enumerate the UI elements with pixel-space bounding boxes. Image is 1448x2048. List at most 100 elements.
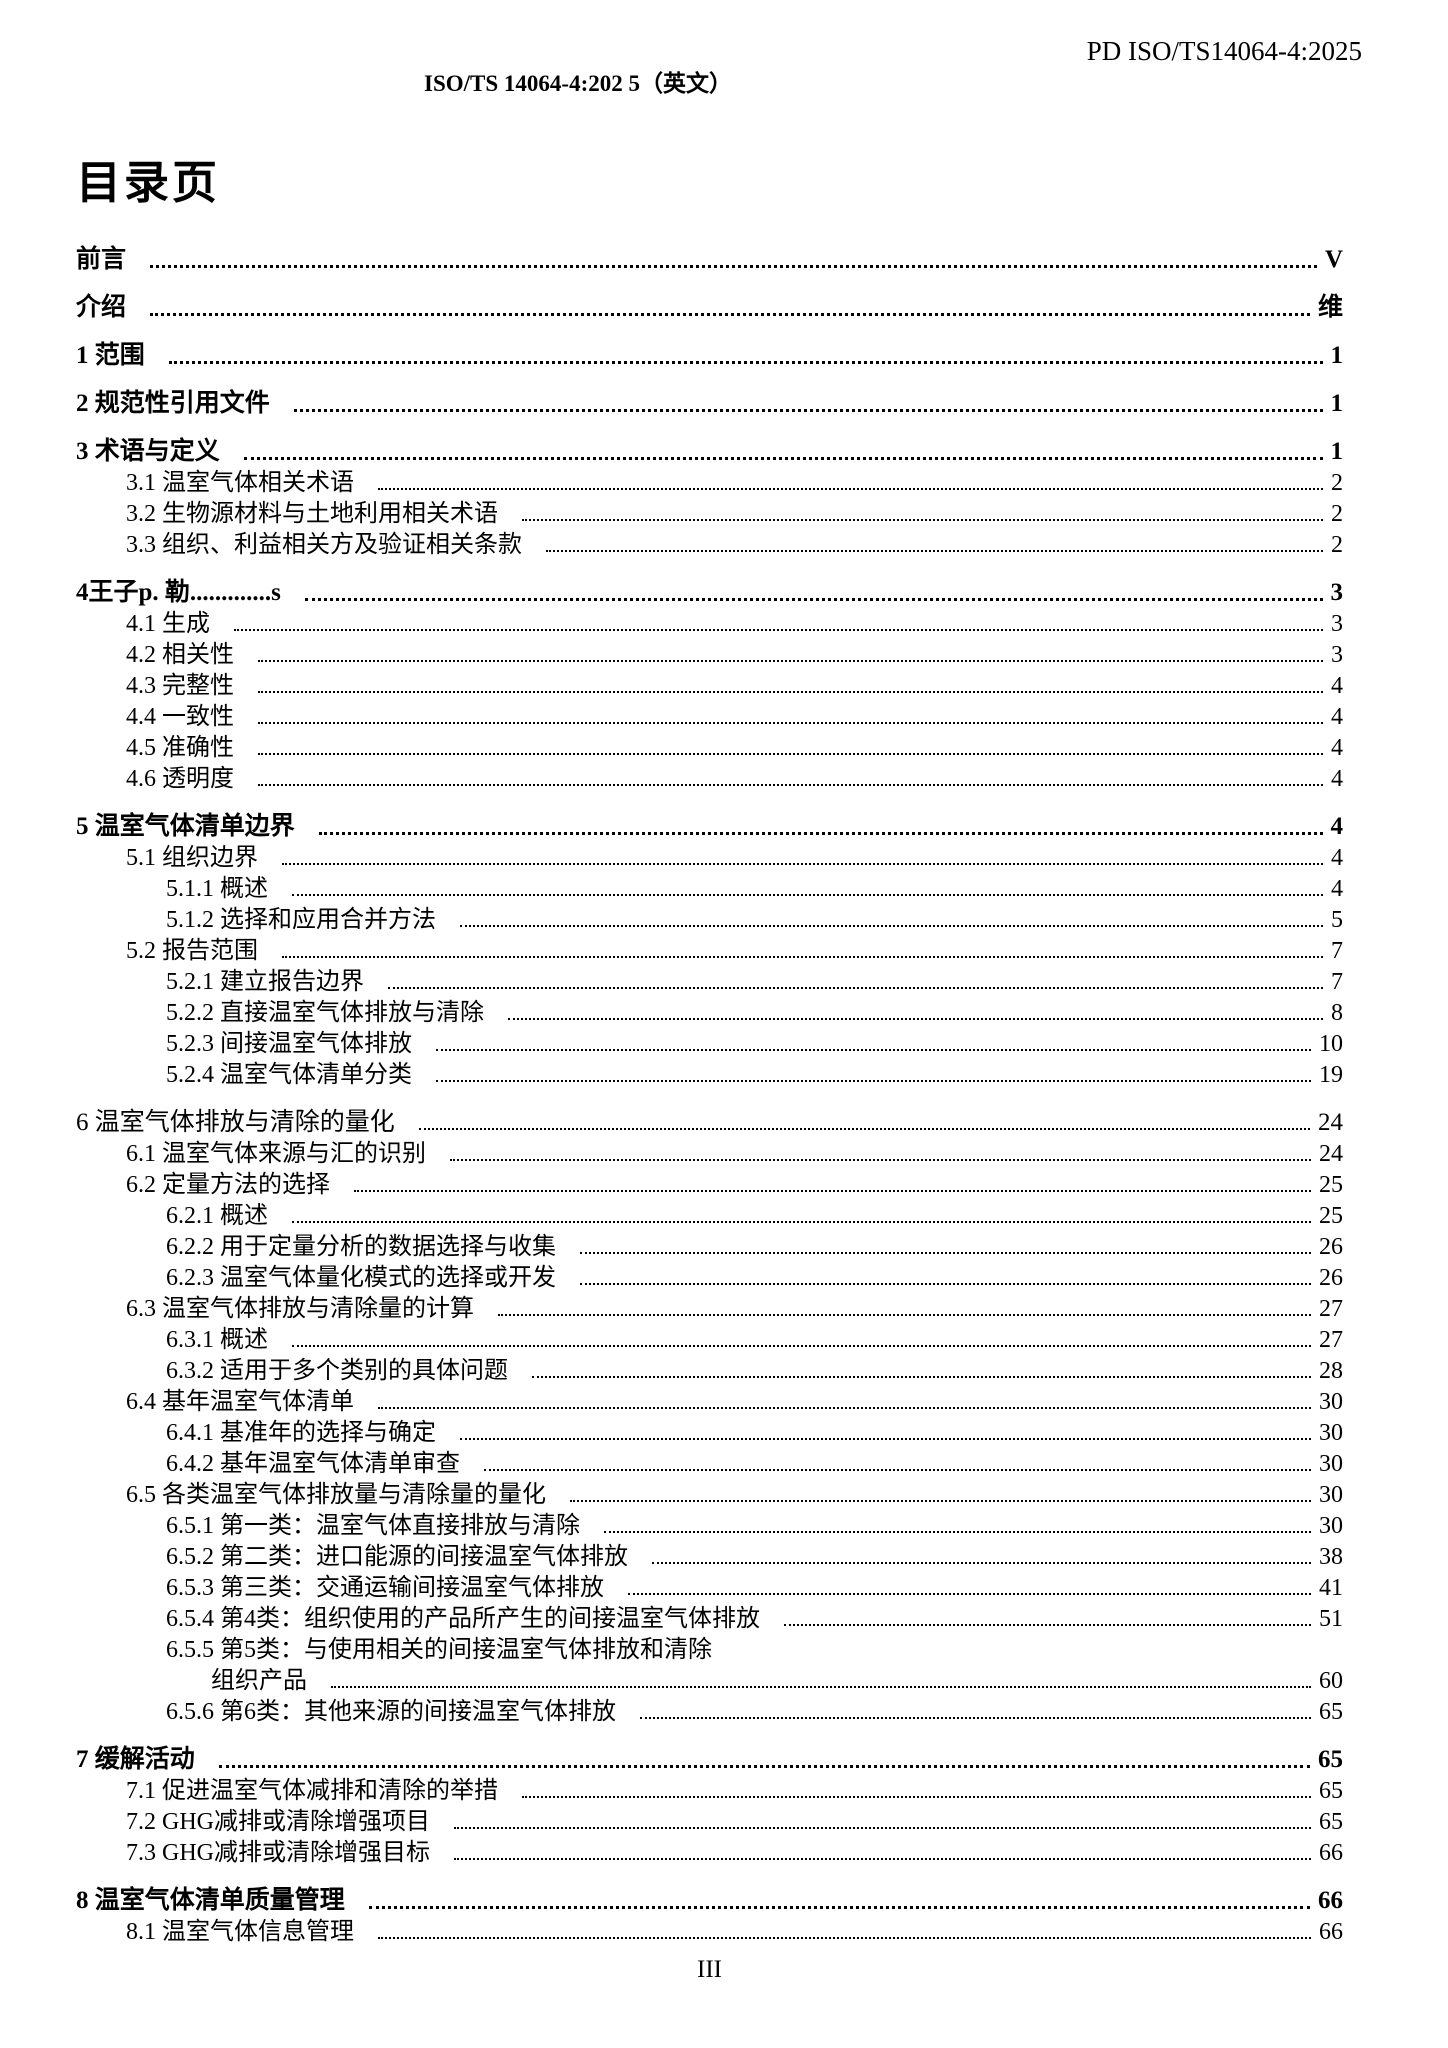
toc-dot-leader xyxy=(282,863,1323,865)
toc-dot-leader xyxy=(292,894,1323,896)
toc-entry-label: 6 温室气体排放与清除的量化 xyxy=(76,1109,395,1136)
toc-dot-leader xyxy=(258,753,1323,755)
toc-entry: 5.2 报告范围 7 xyxy=(76,934,1343,965)
toc-entry-label: 6.4.2 基年温室气体清单审查 xyxy=(166,1451,460,1478)
toc-entry: 4.2 相关性 3 xyxy=(76,638,1343,669)
toc-page-number: 3 xyxy=(1331,611,1343,638)
toc-dot-leader xyxy=(454,1858,1311,1860)
toc-dot-leader xyxy=(450,1159,1311,1161)
toc-page-number: 30 xyxy=(1319,1513,1343,1540)
page-title: 目录页 xyxy=(76,158,221,208)
toc-entry: 5.2.3 间接温室气体排放 10 xyxy=(76,1027,1343,1058)
toc-entry-label: 2 规范性引用文件 xyxy=(76,390,270,417)
toc-entry: 2 规范性引用文件 1 xyxy=(76,385,1343,418)
toc-dot-leader xyxy=(234,629,1323,631)
toc-page-number: 65 xyxy=(1319,1699,1343,1726)
toc-dot-leader xyxy=(378,1407,1311,1409)
toc-dot-leader xyxy=(282,956,1323,958)
header-document-id: ISO/TS 14064-4:202 5（英文） xyxy=(424,71,732,96)
toc-entry-label: 3.3 组织、利益相关方及验证相关条款 xyxy=(126,532,522,559)
toc-page-number: 4 xyxy=(1331,766,1343,793)
toc-entry: 6.3 温室气体排放与清除量的计算 27 xyxy=(76,1292,1343,1323)
toc-dot-leader xyxy=(652,1562,1311,1564)
toc-dot-leader xyxy=(460,1438,1311,1440)
toc-page-number: 7 xyxy=(1331,969,1343,996)
toc-entry: 5.1.1 概述 4 xyxy=(76,872,1343,903)
toc-page-number: 65 xyxy=(1319,1778,1343,1805)
toc-entry: 5.1 组织边界 4 xyxy=(76,841,1343,872)
toc-dot-leader xyxy=(168,361,1323,364)
toc-page-number: 25 xyxy=(1319,1203,1343,1230)
toc-entry-label: 8 温室气体清单质量管理 xyxy=(76,1887,345,1914)
toc-entry: 前言 V xyxy=(76,241,1343,274)
toc-page-number: 4 xyxy=(1330,813,1344,840)
toc-entry-label: 5.2 报告范围 xyxy=(126,938,258,965)
toc-entry: 6.2.3 温室气体量化模式的选择或开发 26 xyxy=(76,1261,1343,1292)
toc-entry-label: 6.5.5 第5类：与使用相关的间接温室气体排放和清除 xyxy=(166,1637,712,1664)
toc-entry: 6.2 定量方法的选择 25 xyxy=(76,1168,1343,1199)
toc-entry-label: 6.5.1 第一类：温室气体直接排放与清除 xyxy=(166,1513,580,1540)
toc-entry: 3.2 生物源材料与土地利用相关术语 2 xyxy=(76,497,1343,528)
toc-page-number: 8 xyxy=(1331,1000,1343,1027)
toc-page-number: 26 xyxy=(1319,1265,1343,1292)
toc-entry-label: 6.3.2 适用于多个类别的具体问题 xyxy=(166,1358,508,1385)
toc-entry: 5.2.2 直接温室气体排放与清除 8 xyxy=(76,996,1343,1027)
toc-page-number: 66 xyxy=(1319,1919,1343,1946)
toc-entry-label: 6.5.4 第4类：组织使用的产品所产生的间接温室气体排放 xyxy=(166,1606,760,1633)
toc-entry-label: 4.2 相关性 xyxy=(126,642,234,669)
toc-page-number: 4 xyxy=(1331,876,1343,903)
toc-page-number: 65 xyxy=(1319,1809,1343,1836)
toc-dot-leader xyxy=(522,1796,1311,1798)
toc-dot-leader xyxy=(418,1128,1310,1130)
toc-entry: 6.4.1 基准年的选择与确定 30 xyxy=(76,1416,1343,1447)
toc-dot-leader xyxy=(292,1345,1311,1347)
toc-entry: 3.3 组织、利益相关方及验证相关条款 2 xyxy=(76,528,1343,559)
toc-entry-label: 8.1 温室气体信息管理 xyxy=(126,1919,354,1946)
toc-page: 目录页 前言 V 介绍 维 1 范围 1 2 规范性引用文件 1 3 术语与定义… xyxy=(76,158,1343,1983)
toc-page-number: 1 xyxy=(1330,342,1344,369)
toc-page-number: 2 xyxy=(1331,501,1343,528)
toc-entry-label: 5.2.4 温室气体清单分类 xyxy=(166,1062,412,1089)
toc-entry-label: 6.5.6 第6类：其他来源的间接温室气体排放 xyxy=(166,1699,616,1726)
toc-page-number: 30 xyxy=(1319,1482,1343,1509)
toc-entry: 6.5.6 第6类：其他来源的间接温室气体排放 65 xyxy=(76,1695,1343,1726)
toc-entry-label: 5.1.2 选择和应用合并方法 xyxy=(166,907,436,934)
toc-entry: 6.2.2 用于定量分析的数据选择与收集 26 xyxy=(76,1230,1343,1261)
toc-dot-leader xyxy=(243,457,1323,460)
toc-entry: 介绍 维 xyxy=(76,289,1343,322)
toc-entry: 5 温室气体清单边界 4 xyxy=(76,808,1343,841)
toc-entry-label: 7.1 促进温室气体减排和清除的举措 xyxy=(126,1778,498,1805)
toc-entry-label: 5.2.2 直接温室气体排放与清除 xyxy=(166,1000,484,1027)
toc-entry-label: 7.3 GHG减排或清除增强目标 xyxy=(126,1840,430,1867)
toc-entry-label: 5.1.1 概述 xyxy=(166,876,268,903)
toc-entry: 8 温室气体清单质量管理 66 xyxy=(76,1882,1343,1915)
toc-entry: 组织产品 60 xyxy=(76,1664,1343,1695)
toc-page-number: 4 xyxy=(1331,673,1343,700)
toc-entry: 4.1 生成 3 xyxy=(76,607,1343,638)
toc-entry-label: 6.3 温室气体排放与清除量的计算 xyxy=(126,1296,474,1323)
toc-page-number: 65 xyxy=(1318,1746,1343,1773)
toc-dot-leader xyxy=(436,1049,1311,1051)
toc-page-number: 2 xyxy=(1331,532,1343,559)
toc-entry-label: 3.2 生物源材料与土地利用相关术语 xyxy=(126,501,498,528)
toc-page-number: 10 xyxy=(1319,1031,1343,1058)
toc-entry-label: 4.3 完整性 xyxy=(126,673,234,700)
toc-page-number: 24 xyxy=(1318,1109,1343,1136)
toc-entry-label: 4.4 一致性 xyxy=(126,704,234,731)
toc-page-number: 维 xyxy=(1317,294,1343,321)
toc-entry-label: 4.1 生成 xyxy=(126,611,210,638)
toc-page-number: 27 xyxy=(1319,1327,1343,1354)
toc-entry-label: 介绍 xyxy=(76,294,127,321)
toc-entry-label: 4王子p. 勒.............s xyxy=(76,579,281,606)
toc-dot-leader xyxy=(304,598,1323,601)
toc-entry-label: 6.4 基年温室气体清单 xyxy=(126,1389,354,1416)
toc-page-number: 1 xyxy=(1330,438,1344,465)
toc-entry-label: 6.2.1 概述 xyxy=(166,1203,268,1230)
toc-dot-leader xyxy=(484,1469,1311,1471)
toc-dot-leader xyxy=(628,1593,1311,1595)
toc-page-number: 66 xyxy=(1319,1840,1343,1867)
toc-entry-label: 7 缓解活动 xyxy=(76,1746,195,1773)
toc-dot-leader xyxy=(388,987,1323,989)
toc-list: 前言 V 介绍 维 1 范围 1 2 规范性引用文件 1 3 术语与定义 1 3… xyxy=(76,241,1343,1946)
toc-entry: 7 缓解活动 65 xyxy=(76,1741,1343,1774)
